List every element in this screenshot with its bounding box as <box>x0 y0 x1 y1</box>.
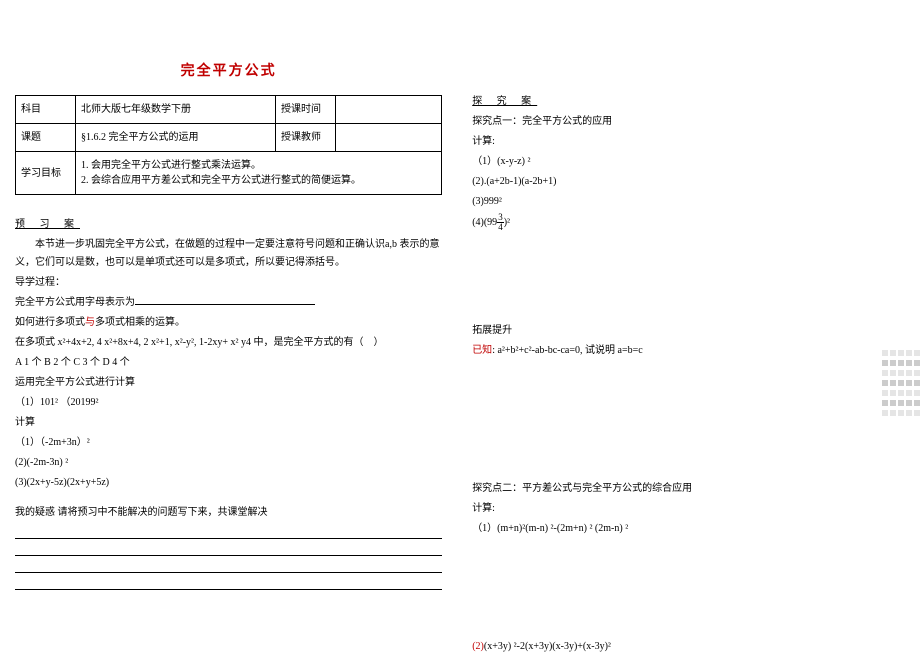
explore-pt1: 探究点一：完全平方公式的应用 <box>472 113 899 131</box>
extension-body: 已知: a²+b²+c²-ab-bc-ca=0, 试说明 a=b=c <box>472 342 899 360</box>
explore-pt2: 探究点二：平方差公式与完全平方公式的综合应用 <box>472 480 899 498</box>
explore-calc-label: 计算: <box>472 133 899 151</box>
explore-e3: (3)999² <box>472 193 899 211</box>
calc-item-c: (3)(2x+y-5z)(2x+y+5z) <box>15 474 442 492</box>
goal-1: 1. 会用完全平方公式进行整式乘法运算。 <box>81 158 436 173</box>
multiply-line: 如何进行多项式与多项式相乘的运算。 <box>15 314 442 332</box>
question-poly: 在多项式 x²+4x+2, 4 x²+8x+4, 2 x²+1, x²-y², … <box>15 334 442 352</box>
cell-time-value <box>336 96 442 124</box>
calc-heading-2: 计算 <box>15 414 442 432</box>
explore-calc2-label: 计算: <box>472 500 899 518</box>
blank-line-4 <box>15 576 442 590</box>
blank-line-3 <box>15 559 442 573</box>
blank-line-1 <box>15 525 442 539</box>
goal-2: 2. 会综合应用平方差公式和完全平方公式进行整式的简便运算。 <box>81 173 436 188</box>
cell-teacher-value <box>336 124 442 152</box>
explore-header: 探 究 案 <box>472 92 899 107</box>
extension-heading: 拓展提升 <box>472 322 899 340</box>
explore-f1: （1）(m+n)²(m-n) ²-(2m+n) ² (2m-n) ² <box>472 520 899 538</box>
doubt-heading: 我的疑惑 请将预习中不能解决的问题写下来，共课堂解决 <box>15 504 442 522</box>
cell-time-label: 授课时间 <box>276 96 336 124</box>
preview-header: 预 习 案 <box>15 215 442 230</box>
options: A 1 个 B 2 个 C 3 个 D 4 个 <box>15 354 442 372</box>
cell-teacher-label: 授课教师 <box>276 124 336 152</box>
cell-topic-value: §1.6.2 完全平方公式的运用 <box>76 124 276 152</box>
cell-goal-label: 学习目标 <box>16 152 76 195</box>
explore-e4: (4)(9934)² <box>472 213 899 232</box>
calc-items-1: （1）101² （20199² <box>15 394 442 412</box>
cell-goal-value: 1. 会用完全平方公式进行整式乘法运算。 2. 会综合应用平方差公式和完全平方公… <box>76 152 442 195</box>
calc-item-b: (2)(-2m-3n) ² <box>15 454 442 472</box>
blank-line-2 <box>15 542 442 556</box>
explore-e2: (2).(a+2b-1)(a-2b+1) <box>472 173 899 191</box>
explore-f2: (2)(x+3y) ²-2(x+3y)(x-3y)+(x-3y)² <box>472 638 899 656</box>
preview-intro: 本节进一步巩固完全平方公式，在做题的过程中一定要注意符号问题和正确认识a,b 表… <box>15 236 442 272</box>
info-table: 科目 北师大版七年级数学下册 授课时间 课题 §1.6.2 完全平方公式的运用 … <box>15 95 442 195</box>
guide-label: 导学过程： <box>15 274 442 292</box>
doc-title: 完全平方公式 <box>15 60 442 80</box>
calc-heading-1: 运用完全平方公式进行计算 <box>15 374 442 392</box>
formula-line: 完全平方公式用字母表示为 <box>15 294 442 312</box>
side-decoration <box>882 350 920 416</box>
calc-item-a: （1）（-2m+3n）² <box>15 434 442 452</box>
cell-subject-value: 北师大版七年级数学下册 <box>76 96 276 124</box>
cell-topic-label: 课题 <box>16 124 76 152</box>
explore-e1: （1）(x-y-z) ² <box>472 153 899 171</box>
cell-subject-label: 科目 <box>16 96 76 124</box>
